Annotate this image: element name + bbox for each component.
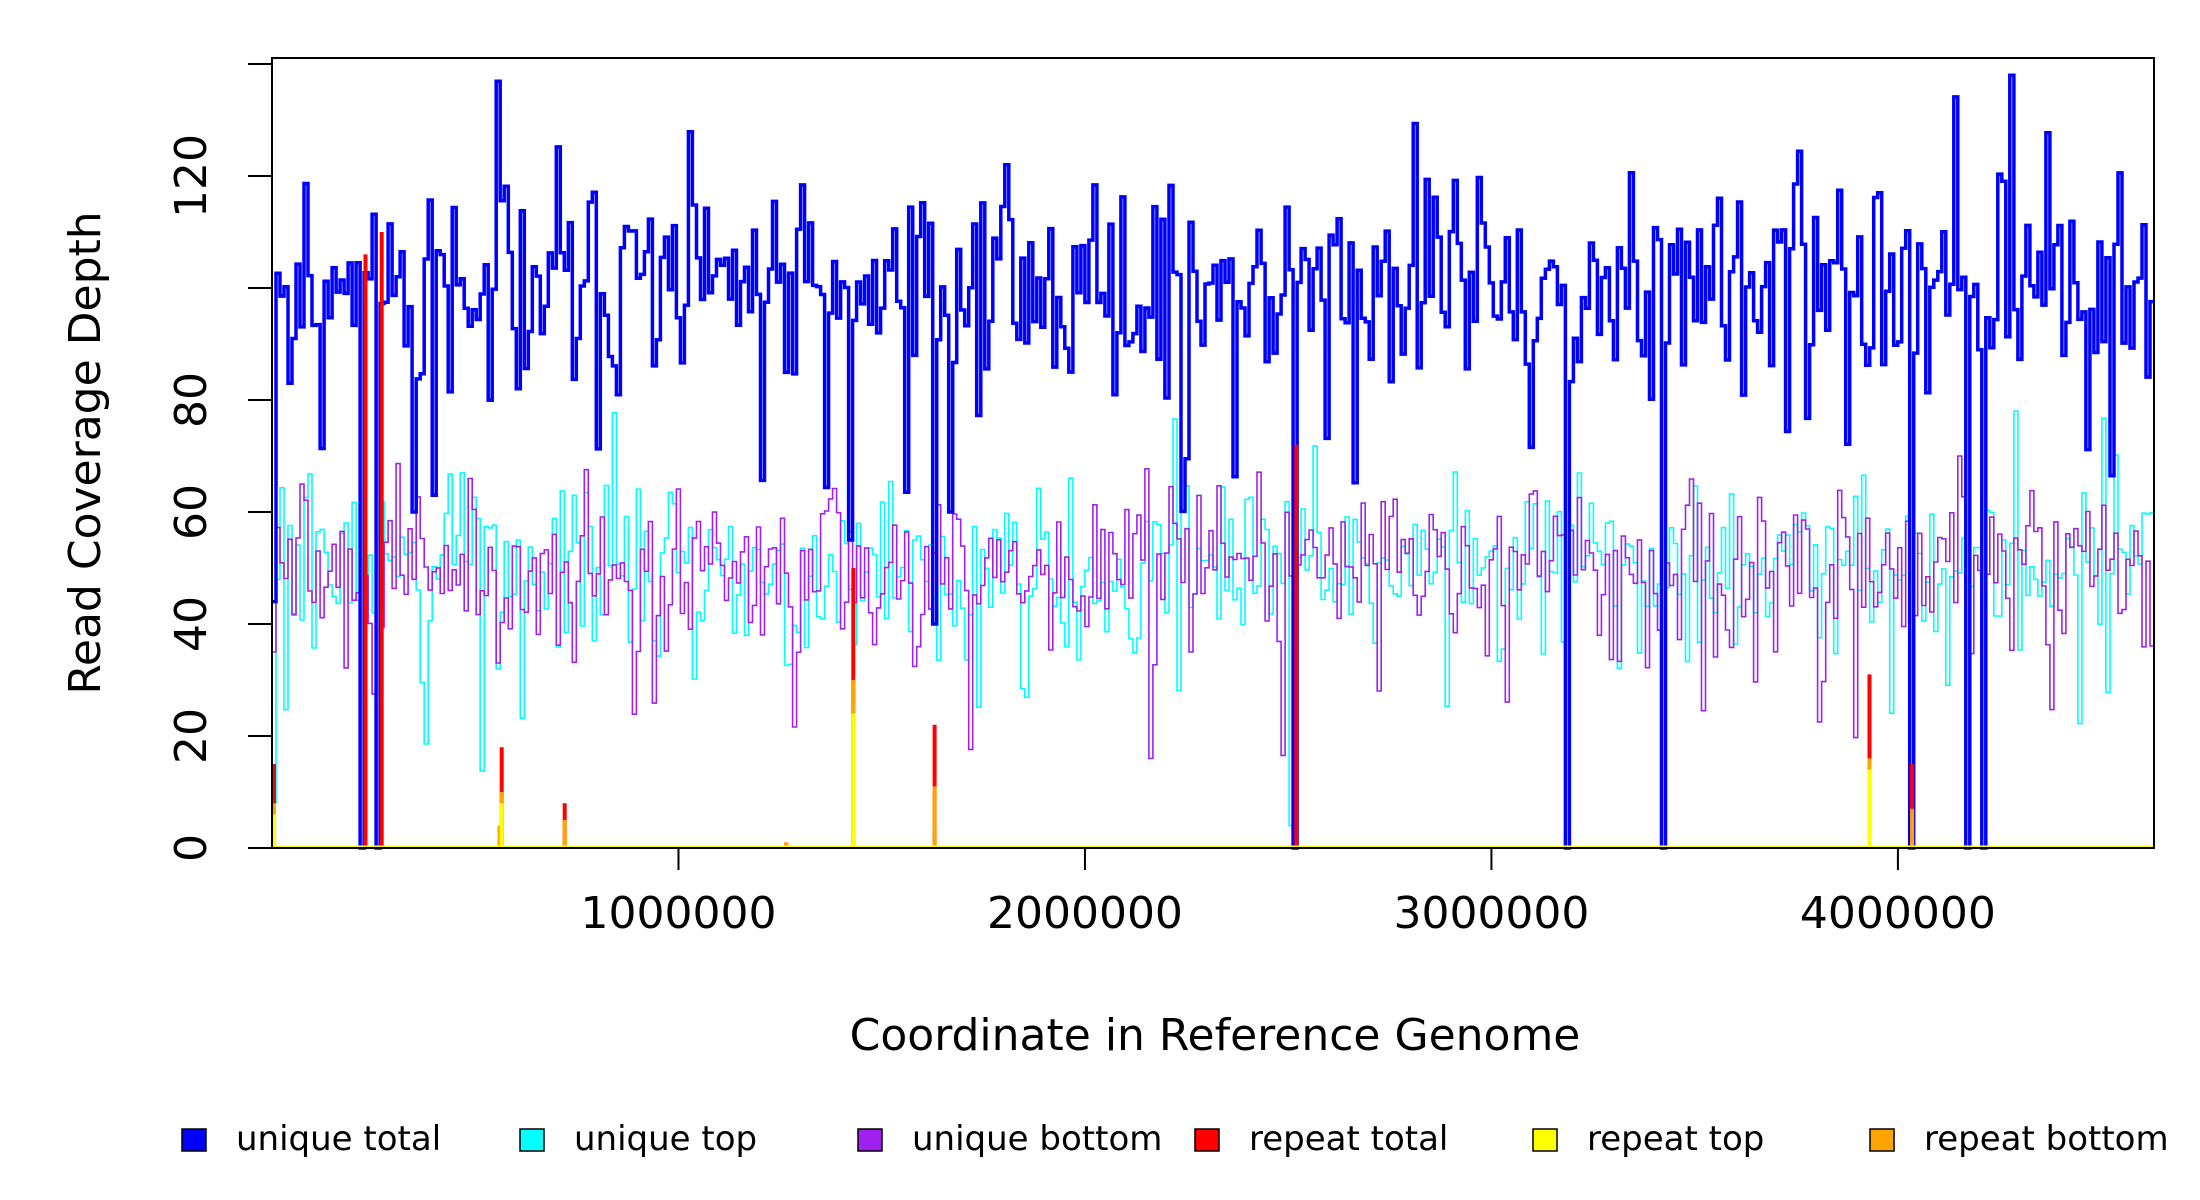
- y-tick-label: 120: [166, 134, 217, 218]
- y-tick-label: 60: [166, 484, 217, 540]
- legend-label: repeat bottom: [1924, 1119, 2169, 1159]
- legend-swatch: [1194, 1128, 1220, 1152]
- legend-label: unique total: [236, 1119, 441, 1159]
- y-tick-label: 20: [166, 708, 217, 764]
- legend-swatch: [181, 1128, 207, 1152]
- unique-total-line: [272, 73, 2154, 850]
- x-tick-label: 4000000: [1800, 888, 1996, 939]
- x-axis: 1000000 2000000 3000000 4000000: [580, 848, 1996, 939]
- legend-label: unique top: [574, 1119, 757, 1159]
- legend-label: repeat top: [1587, 1119, 1764, 1159]
- legend-item-repeat-total: repeat total: [1194, 1119, 1448, 1159]
- legend-item-repeat-bottom: repeat bottom: [1869, 1119, 2169, 1159]
- x-tick-label: 3000000: [1393, 888, 1589, 939]
- legend-item-repeat-top: repeat top: [1532, 1119, 1764, 1159]
- x-axis-title: Coordinate in Reference Genome: [850, 1010, 1581, 1061]
- legend-swatch: [1869, 1128, 1895, 1152]
- legend-swatch: [857, 1128, 883, 1152]
- legend-swatch: [519, 1128, 545, 1152]
- legend-item-unique-bottom: unique bottom: [857, 1119, 1162, 1159]
- legend: unique total unique top unique bottom repea…: [181, 1119, 2169, 1159]
- legend-item-unique-top: unique top: [519, 1119, 757, 1159]
- unique-top-line: [272, 410, 2154, 849]
- x-tick-label: 2000000: [987, 888, 1183, 939]
- y-tick-label: 80: [166, 372, 217, 428]
- y-tick-label: 0: [166, 834, 217, 862]
- legend-label: unique bottom: [912, 1119, 1162, 1159]
- legend-label: repeat total: [1249, 1119, 1448, 1159]
- legend-item-unique-total: unique total: [181, 1119, 441, 1159]
- unique-bottom-line: [272, 455, 2154, 849]
- x-tick-label: 1000000: [580, 888, 776, 939]
- series-lines: [272, 73, 2154, 850]
- legend-swatch: [1532, 1128, 1558, 1152]
- y-axis: 0 20 40 60 80 120: [166, 63, 272, 862]
- y-tick-label: 40: [166, 596, 217, 652]
- y-axis-title: Read Coverage Depth: [60, 211, 111, 694]
- plot-frame: [271, 57, 2155, 849]
